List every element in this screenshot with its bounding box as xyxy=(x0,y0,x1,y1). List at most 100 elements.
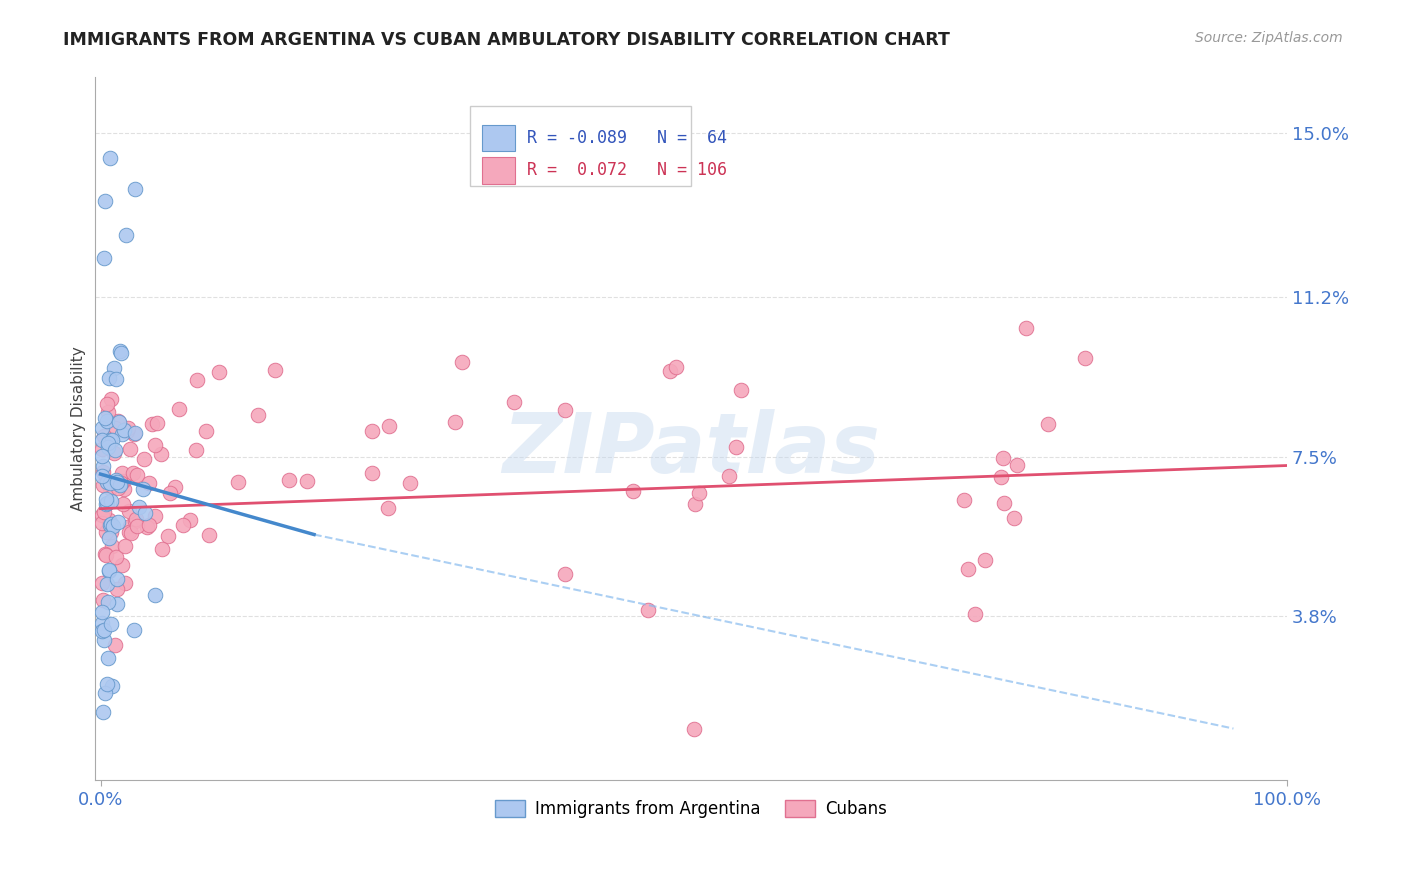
Point xyxy=(683,497,706,511)
Point xyxy=(124,426,146,441)
Point xyxy=(172,518,194,533)
Point xyxy=(120,526,142,541)
Point xyxy=(98,565,121,579)
Text: R =  0.072   N = 106: R = 0.072 N = 106 xyxy=(527,161,727,179)
Point xyxy=(93,505,115,519)
Point xyxy=(124,514,146,528)
Point xyxy=(112,423,135,437)
Point xyxy=(194,424,217,438)
Point xyxy=(186,373,208,387)
Point xyxy=(91,459,114,474)
Point xyxy=(138,517,160,532)
Point xyxy=(112,482,135,496)
Point xyxy=(1015,320,1038,334)
Point xyxy=(91,516,114,530)
Point xyxy=(297,474,319,488)
Point xyxy=(443,415,465,429)
Point xyxy=(100,433,122,447)
Point xyxy=(1036,417,1059,432)
Point xyxy=(991,450,1014,465)
Point xyxy=(107,415,129,429)
Point xyxy=(104,638,127,652)
FancyBboxPatch shape xyxy=(470,105,690,186)
Point xyxy=(184,443,207,458)
Point xyxy=(665,359,688,374)
Point xyxy=(377,500,399,515)
Point xyxy=(107,515,129,529)
Point xyxy=(94,547,117,561)
Point xyxy=(953,493,976,508)
Point xyxy=(90,508,112,523)
Point xyxy=(100,517,122,532)
Point xyxy=(96,414,118,428)
Point xyxy=(132,483,155,497)
Legend: Immigrants from Argentina, Cubans: Immigrants from Argentina, Cubans xyxy=(488,793,894,825)
Point xyxy=(159,486,181,500)
Point xyxy=(621,484,644,499)
Point xyxy=(91,465,114,479)
Point xyxy=(143,508,166,523)
Point xyxy=(104,372,127,386)
Point xyxy=(114,575,136,590)
Point xyxy=(122,623,145,637)
Point xyxy=(107,414,129,428)
Point xyxy=(637,603,659,617)
Point xyxy=(118,504,141,518)
Point xyxy=(90,616,112,631)
Point xyxy=(1007,458,1029,472)
Point xyxy=(90,421,112,435)
Point xyxy=(94,686,117,700)
Point xyxy=(97,595,120,609)
Text: R = -0.089   N =  64: R = -0.089 N = 64 xyxy=(527,128,727,147)
Point xyxy=(134,452,156,467)
Point xyxy=(100,392,122,406)
Point xyxy=(93,251,115,265)
Point xyxy=(90,468,112,483)
Point xyxy=(108,478,131,492)
Point xyxy=(100,494,122,508)
Point xyxy=(143,437,166,451)
Point xyxy=(124,427,146,442)
Point xyxy=(98,563,121,577)
Point xyxy=(100,617,122,632)
Point xyxy=(146,416,169,430)
Point xyxy=(1074,351,1097,365)
Point xyxy=(94,194,117,209)
Point xyxy=(101,519,124,533)
Point xyxy=(108,474,131,488)
Point xyxy=(100,679,122,693)
Point xyxy=(115,424,138,438)
Point xyxy=(226,475,249,489)
Point xyxy=(98,531,121,545)
Point xyxy=(115,227,138,242)
Point xyxy=(111,558,134,572)
Point xyxy=(94,524,117,539)
Text: IMMIGRANTS FROM ARGENTINA VS CUBAN AMBULATORY DISABILITY CORRELATION CHART: IMMIGRANTS FROM ARGENTINA VS CUBAN AMBUL… xyxy=(63,31,950,49)
Point xyxy=(96,676,118,690)
Point xyxy=(554,402,576,417)
Point xyxy=(378,418,401,433)
Point xyxy=(98,476,121,491)
Point xyxy=(150,542,173,557)
Point xyxy=(503,395,526,409)
Point xyxy=(91,592,114,607)
Point xyxy=(399,475,422,490)
Point xyxy=(135,520,157,534)
Point xyxy=(658,364,681,378)
Point xyxy=(94,497,117,511)
Point xyxy=(127,467,149,482)
Point xyxy=(149,448,172,462)
Point xyxy=(94,411,117,425)
Point xyxy=(730,384,752,398)
Point xyxy=(105,597,128,611)
Point xyxy=(101,433,124,447)
Point xyxy=(163,480,186,494)
Point xyxy=(98,513,121,527)
Point xyxy=(91,705,114,719)
Point xyxy=(554,566,576,581)
Text: Source: ZipAtlas.com: Source: ZipAtlas.com xyxy=(1195,31,1343,45)
Point xyxy=(100,525,122,540)
Point xyxy=(103,446,125,460)
Point xyxy=(94,491,117,506)
Point xyxy=(974,553,997,567)
